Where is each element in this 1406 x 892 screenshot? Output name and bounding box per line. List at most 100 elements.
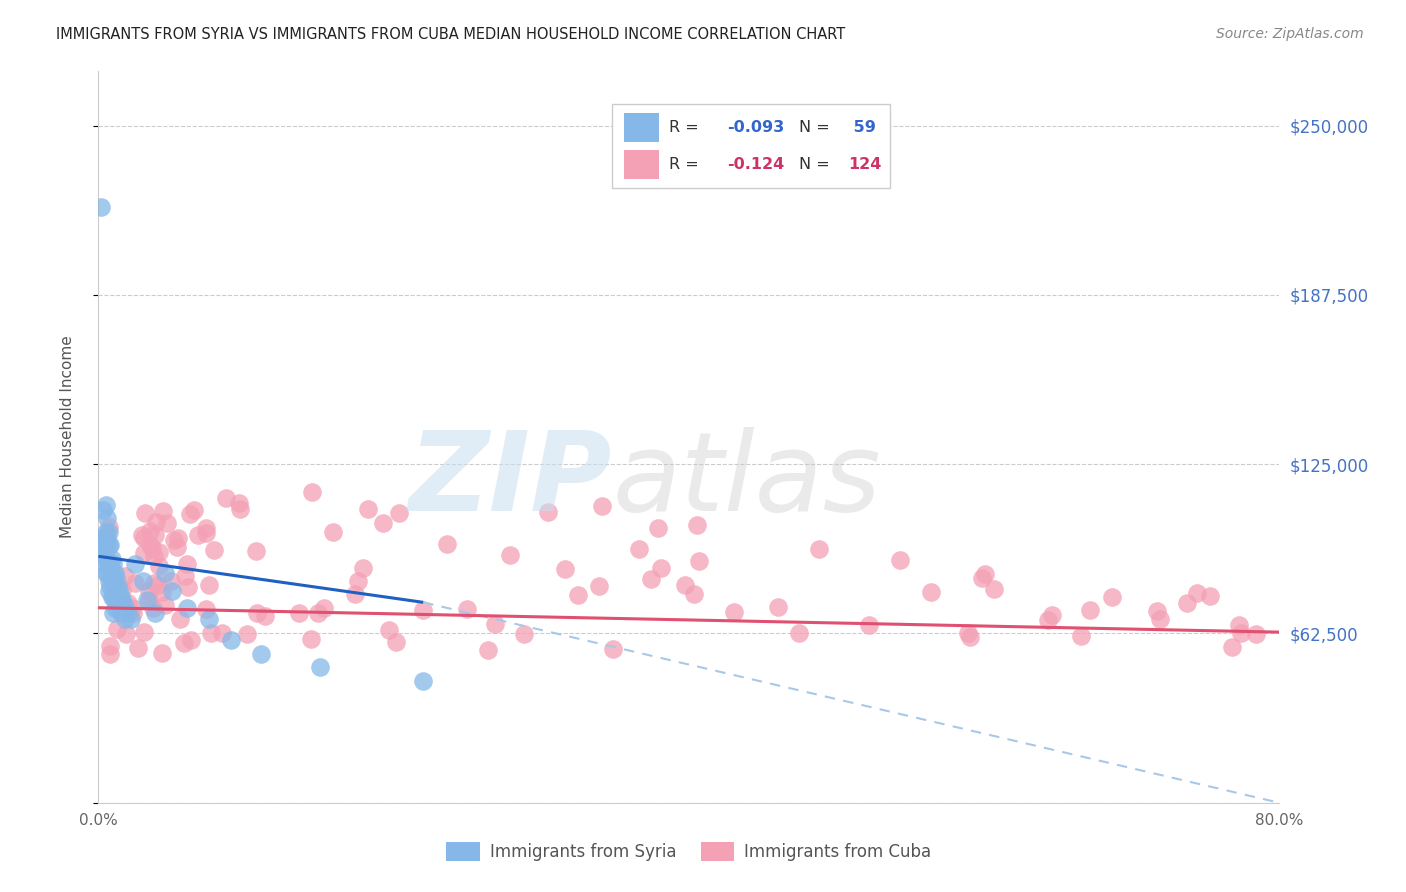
Point	[195, 602, 218, 616]
Point	[167, 532, 190, 546]
Point	[117, 606, 139, 620]
Point	[1187, 586, 1209, 600]
FancyBboxPatch shape	[624, 150, 659, 179]
Point	[357, 502, 380, 516]
Point	[117, 596, 139, 610]
Point	[100, 571, 122, 585]
Text: R =: R =	[669, 120, 704, 136]
Point	[235, 627, 257, 641]
Point	[513, 627, 536, 641]
Point	[195, 521, 218, 535]
Point	[112, 598, 135, 612]
Point	[688, 554, 710, 568]
Point	[215, 491, 238, 505]
Point	[200, 626, 222, 640]
Point	[352, 561, 374, 575]
Point	[254, 609, 277, 624]
Point	[138, 593, 160, 607]
Point	[121, 600, 143, 615]
Point	[166, 540, 188, 554]
Point	[136, 592, 159, 607]
Point	[1101, 591, 1123, 605]
Point	[554, 562, 576, 576]
Point	[591, 499, 613, 513]
Point	[889, 553, 911, 567]
Point	[100, 590, 122, 604]
Text: R =: R =	[669, 157, 704, 172]
Point	[246, 606, 269, 620]
Text: -0.093: -0.093	[727, 120, 785, 136]
Point	[153, 566, 176, 580]
Point	[124, 558, 146, 572]
Point	[1198, 590, 1220, 604]
Point	[146, 578, 169, 592]
Point	[141, 541, 163, 555]
Point	[1175, 596, 1198, 610]
Point	[180, 633, 202, 648]
Point	[145, 515, 167, 529]
Point	[124, 576, 146, 591]
Point	[104, 584, 127, 599]
Point	[90, 200, 112, 214]
Point	[108, 584, 131, 599]
Point	[103, 558, 125, 572]
Point	[169, 612, 191, 626]
Point	[221, 633, 243, 648]
Point	[132, 574, 155, 588]
Point	[93, 547, 115, 561]
Point	[91, 530, 114, 544]
Point	[1149, 612, 1171, 626]
Point	[143, 549, 166, 563]
Point	[100, 552, 122, 566]
Point	[1246, 627, 1268, 641]
Point	[108, 600, 131, 615]
Point	[211, 626, 233, 640]
Point	[97, 574, 120, 588]
Point	[107, 595, 129, 609]
Point	[627, 542, 650, 557]
Point	[723, 605, 745, 619]
Point	[301, 485, 323, 500]
Point	[159, 574, 181, 589]
Point	[105, 571, 128, 585]
Point	[250, 647, 273, 661]
Point	[134, 506, 156, 520]
Point	[105, 592, 128, 607]
Point	[122, 606, 145, 620]
Point	[132, 546, 155, 560]
Point	[94, 524, 117, 539]
Point	[388, 506, 411, 520]
Point	[1036, 613, 1059, 627]
Point	[114, 611, 136, 625]
Point	[94, 538, 117, 552]
Point	[98, 538, 121, 552]
Point	[983, 582, 1005, 596]
Point	[920, 584, 942, 599]
Point	[173, 568, 195, 582]
Point	[436, 537, 458, 551]
Point	[127, 640, 149, 655]
FancyBboxPatch shape	[612, 104, 890, 188]
Point	[673, 578, 696, 592]
Point	[245, 544, 267, 558]
Point	[177, 580, 200, 594]
Point	[98, 639, 121, 653]
Point	[110, 606, 132, 620]
Point	[373, 516, 395, 531]
Point	[187, 527, 209, 541]
Point	[228, 496, 250, 510]
FancyBboxPatch shape	[624, 113, 659, 143]
Point	[93, 558, 115, 572]
Point	[202, 543, 225, 558]
Point	[104, 600, 127, 615]
Point	[152, 504, 174, 518]
Point	[150, 585, 173, 599]
Point	[1078, 603, 1101, 617]
Point	[768, 599, 790, 614]
Point	[537, 505, 560, 519]
Point	[98, 520, 121, 534]
Point	[96, 530, 118, 544]
Point	[91, 503, 114, 517]
Point	[97, 558, 120, 572]
Point	[107, 579, 129, 593]
